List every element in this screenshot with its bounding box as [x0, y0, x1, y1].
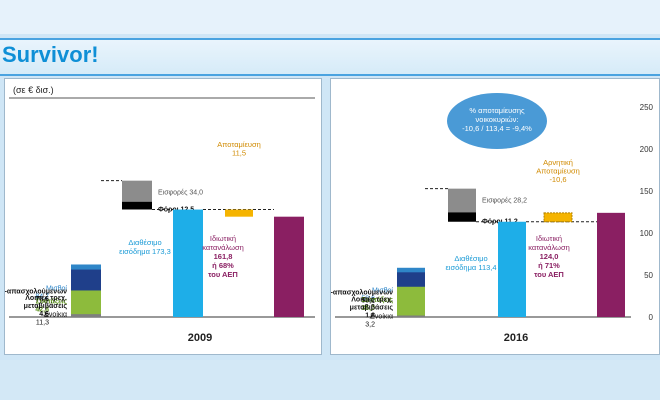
deduction-bar [122, 180, 152, 202]
disposable-income-label: Διαθέσιμο εισόδημα 173,3 [119, 238, 171, 256]
savings-rate-callout [447, 93, 547, 149]
consumption-bar [597, 212, 625, 317]
consumption-label: 161,8 [214, 252, 233, 261]
deduction-label: Εισφορές 34,0 [158, 189, 203, 197]
consumption-label: ή 71% [538, 261, 560, 270]
year-label: 2009 [188, 332, 212, 344]
consumption-label: του ΑΕΠ [208, 270, 238, 279]
bottom-strip [0, 360, 660, 400]
title-bar: Survivor! [0, 38, 660, 76]
savings-label: Αρνητική Αποταμίευση -10,6 [536, 158, 580, 184]
source-label: Μισθοί 58,6 [361, 286, 393, 302]
y-tick-label: 150 [640, 187, 654, 196]
callout-text: % αποταμίευσης [469, 106, 525, 115]
y-tick-label: 50 [644, 271, 653, 280]
top-strip [0, 0, 660, 34]
source-bar [71, 314, 101, 317]
consumption-label: Ιδιωτική [536, 234, 562, 243]
source-label: Συντάξεις 42,8 [35, 299, 67, 314]
y-tick-label: 250 [640, 103, 654, 112]
source-bar [71, 290, 101, 317]
source-label: Ενοίκια 3,2 [365, 313, 393, 329]
deduction-bar [122, 201, 152, 210]
unit-label: (σε € δισ.) [13, 85, 54, 95]
year-label: 2016 [504, 332, 528, 344]
source-label: Λοιπές τρεχ. μεταβιβάσεις 1,8 [350, 296, 394, 319]
consumption-label: ή 68% [212, 261, 234, 270]
deduction-label: Εισφορές 28,2 [482, 197, 527, 205]
savings-label: Αποταμίευση 11,5 [217, 140, 261, 158]
source-bar [397, 286, 425, 317]
deduction-bar [448, 212, 476, 222]
source-label: Συντάξεις 36,0 [361, 297, 393, 312]
savings-bar [225, 209, 253, 217]
source-bar [397, 315, 425, 317]
source-label: Ενοίκια 11,3 [36, 310, 67, 326]
source-label: Μισθοί 84,7 [35, 285, 67, 301]
savings-bar [543, 212, 573, 223]
disposable-income-label: Διαθέσιμο εισόδημα 113,4 [445, 254, 496, 272]
source-label: Λοιπές τρεχ. μεταβιβάσεις 4,6 [24, 295, 68, 318]
callout-text: νοικοκυριών: [476, 115, 519, 124]
consumption-label: κατανάλωση [202, 243, 244, 252]
consumption-bar [274, 216, 304, 317]
consumption-label: 124,0 [540, 252, 559, 261]
consumption-label: Ιδιωτική [210, 234, 236, 243]
y-tick-label: 0 [649, 313, 654, 322]
y-tick-label: 200 [640, 145, 654, 154]
callout-text: -10,6 / 113,4 = -9,4% [462, 124, 532, 133]
deduction-bar [448, 188, 476, 213]
consumption-label: του ΑΕΠ [534, 270, 564, 279]
disposable-income-bar [498, 221, 526, 317]
y-tick-label: 100 [640, 229, 654, 238]
consumption-label: κατανάλωση [528, 243, 570, 252]
page-title: Survivor! [2, 42, 99, 67]
disposable-income-bar [173, 209, 203, 317]
